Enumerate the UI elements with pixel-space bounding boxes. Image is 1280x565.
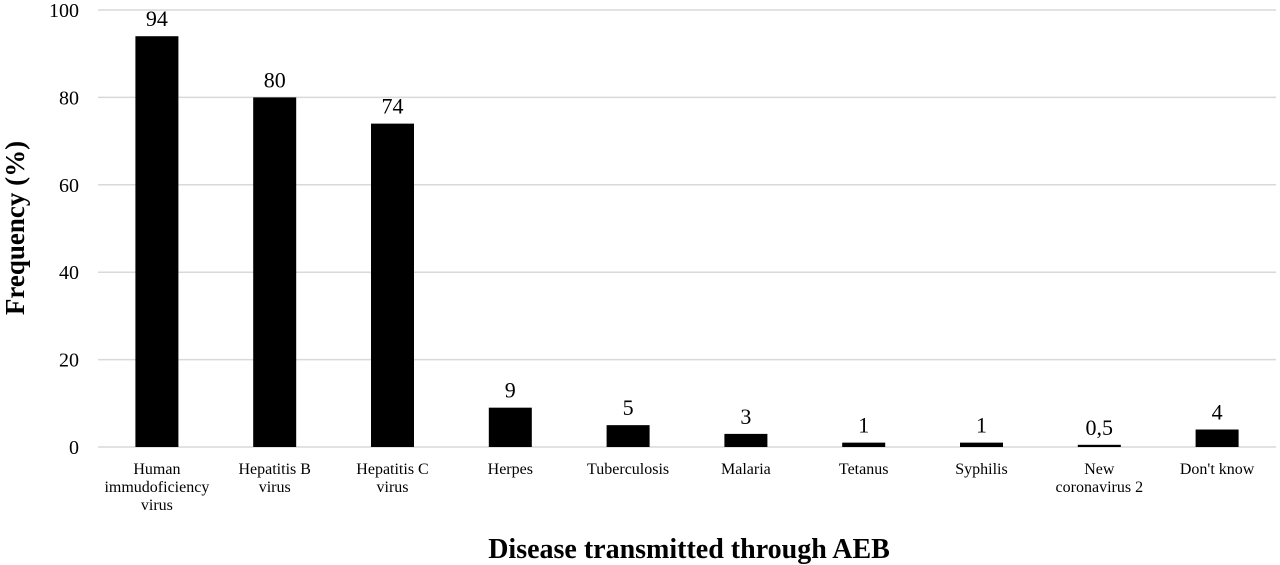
data-label: 3 <box>740 404 751 429</box>
bar <box>488 407 532 447</box>
x-tick-label-line: Syphilis <box>955 461 1007 478</box>
data-label: 5 <box>623 395 634 420</box>
bar <box>1195 429 1239 447</box>
x-tick-label-line: coronavirus 2 <box>1056 479 1144 496</box>
y-tick-label: 20 <box>59 350 79 372</box>
data-label: 0,5 <box>1086 415 1114 440</box>
x-tick-label: Tuberculosis <box>587 461 669 478</box>
y-tick-label: 0 <box>69 437 79 459</box>
x-tick-label-line: virus <box>377 479 409 496</box>
x-tick-label: Herpes <box>488 461 533 478</box>
y-tick-label: 40 <box>59 262 79 284</box>
bar <box>371 123 414 448</box>
y-tick-label: 60 <box>59 175 79 197</box>
x-tick-label: Don't know <box>1180 461 1255 478</box>
x-tick-label-line: Human <box>133 461 180 478</box>
x-tick-label: Malaria <box>721 461 771 478</box>
data-label: 94 <box>146 6 168 31</box>
x-tick-label-line: Hepatitis C <box>356 461 428 478</box>
x-tick-label-line: Tetanus <box>839 461 889 478</box>
bar <box>960 442 1003 447</box>
bar <box>606 425 650 447</box>
x-tick-label-line: virus <box>259 479 291 496</box>
x-tick-label: Tetanus <box>839 461 889 478</box>
bar <box>724 433 768 447</box>
bar <box>1077 444 1121 447</box>
bar <box>253 97 297 448</box>
x-tick-label-line: immudoficiency <box>104 479 209 496</box>
y-tick-labels: 0 20 40 60 80 100 <box>49 0 79 459</box>
y-tick-label: 100 <box>49 0 79 22</box>
x-tick-label-line: Hepatitis B <box>238 461 310 478</box>
bars <box>135 36 1239 448</box>
data-label: 9 <box>505 378 516 403</box>
data-label: 1 <box>976 413 987 438</box>
x-tick-label: New coronavirus 2 <box>1056 461 1144 496</box>
bar <box>135 36 179 447</box>
data-labels: 94 80 74 9 5 3 1 1 0,5 4 <box>146 6 1223 440</box>
x-tick-label-line: Malaria <box>721 461 771 478</box>
data-label: 80 <box>264 67 286 92</box>
x-tick-label-line: Tuberculosis <box>587 461 669 478</box>
y-axis-label: Frequency (%) <box>0 141 30 315</box>
data-label: 1 <box>858 413 869 438</box>
y-tick-label: 80 <box>59 87 79 109</box>
x-tick-label-line: Don't know <box>1180 461 1255 478</box>
x-tick-label: Human immudoficiency virus <box>104 461 209 514</box>
x-tick-label-line: Herpes <box>488 461 533 478</box>
bar <box>842 442 886 447</box>
x-tick-label: Syphilis <box>955 461 1007 478</box>
x-tick-label-line: virus <box>141 497 173 514</box>
x-axis-label: Disease transmitted through AEB <box>488 534 890 565</box>
data-label: 74 <box>382 94 404 119</box>
x-tick-label-line: New <box>1084 461 1115 478</box>
data-label: 4 <box>1212 400 1223 425</box>
